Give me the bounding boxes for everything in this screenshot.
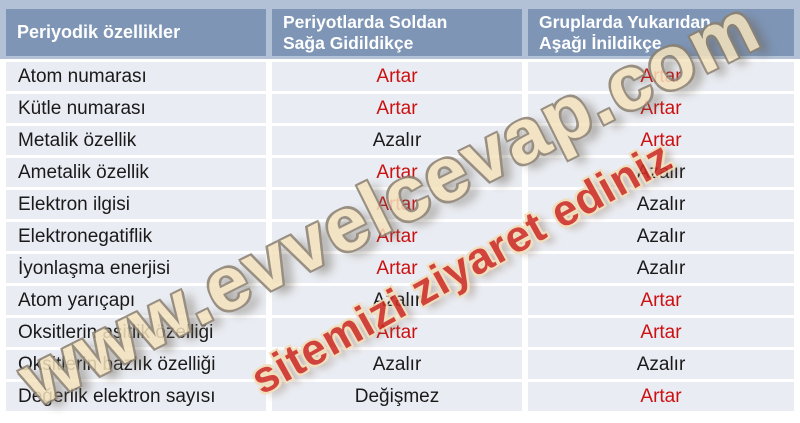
table-row: Kütle numarası Artar Artar xyxy=(6,94,794,123)
property-cell: Oksitlerin asitlik özelliği xyxy=(6,318,266,347)
property-cell: Atom numarası xyxy=(6,62,266,91)
property-cell: Atom yarıçapı xyxy=(6,286,266,315)
table-row: Oksitlerin bazlık özelliği Azalır Azalır xyxy=(6,350,794,379)
period-value: Artar xyxy=(272,254,522,283)
group-value: Artar xyxy=(528,318,794,347)
header-cell-period-trend: Periyotlarda Soldan Sağa Gidildikçe xyxy=(272,9,522,56)
group-value: Artar xyxy=(528,382,794,411)
table-row: Elektronegatiflik Artar Azalır xyxy=(6,222,794,251)
period-value: Değişmez xyxy=(272,382,522,411)
header-label-line1: Periyotlarda Soldan xyxy=(283,11,448,32)
period-value: Azalır xyxy=(272,126,522,155)
table-row: İyonlaşma enerjisi Artar Azalır xyxy=(6,254,794,283)
group-value: Azalır xyxy=(528,350,794,379)
table-body: Atom numarası Artar Artar Kütle numarası… xyxy=(0,62,800,411)
group-value: Artar xyxy=(528,94,794,123)
property-cell: Ametalik özellik xyxy=(6,158,266,187)
period-value: Artar xyxy=(272,190,522,219)
group-value: Azalır xyxy=(528,254,794,283)
period-value: Azalır xyxy=(272,350,522,379)
group-value: Artar xyxy=(528,286,794,315)
period-value: Artar xyxy=(272,94,522,123)
property-cell: Kütle numarası xyxy=(6,94,266,123)
table-row: Elektron ilgisi Artar Azalır xyxy=(6,190,794,219)
header-cell-group-trend: Gruplarda Yukarıdan Aşağı İnildikçe xyxy=(528,9,794,56)
property-cell: Oksitlerin bazlık özelliği xyxy=(6,350,266,379)
property-cell: Elektronegatiflik xyxy=(6,222,266,251)
period-value: Artar xyxy=(272,62,522,91)
group-value: Azalır xyxy=(528,158,794,187)
period-value: Artar xyxy=(272,222,522,251)
property-cell: Elektron ilgisi xyxy=(6,190,266,219)
table-row: Atom yarıçapı Azalır Artar xyxy=(6,286,794,315)
property-cell: Değerlik elektron sayısı xyxy=(6,382,266,411)
property-cell: Metalik özellik xyxy=(6,126,266,155)
table-row: Değerlik elektron sayısı Değişmez Artar xyxy=(6,382,794,411)
period-value: Artar xyxy=(272,158,522,187)
table-row: Metalik özellik Azalır Artar xyxy=(6,126,794,155)
periodic-properties-table: Periyodik özellikler Periyotlarda Soldan… xyxy=(0,0,800,411)
table-row: Oksitlerin asitlik özelliği Artar Artar xyxy=(6,318,794,347)
header-cell-properties: Periyodik özellikler xyxy=(6,9,266,56)
header-label: Periyodik özellikler xyxy=(17,22,181,42)
header-label-line2: Aşağı İnildikçe xyxy=(539,32,662,53)
table-row: Ametalik özellik Artar Azalır xyxy=(6,158,794,187)
period-value: Azalır xyxy=(272,286,522,315)
period-value: Artar xyxy=(272,318,522,347)
property-cell: İyonlaşma enerjisi xyxy=(6,254,266,283)
header-label-line2: Sağa Gidildikçe xyxy=(283,32,414,53)
group-value: Azalır xyxy=(528,222,794,251)
table-row: Atom numarası Artar Artar xyxy=(6,62,794,91)
group-value: Azalır xyxy=(528,190,794,219)
group-value: Artar xyxy=(528,62,794,91)
table-header-row: Periyodik özellikler Periyotlarda Soldan… xyxy=(0,0,800,59)
group-value: Artar xyxy=(528,126,794,155)
header-label-line1: Gruplarda Yukarıdan xyxy=(539,11,711,32)
